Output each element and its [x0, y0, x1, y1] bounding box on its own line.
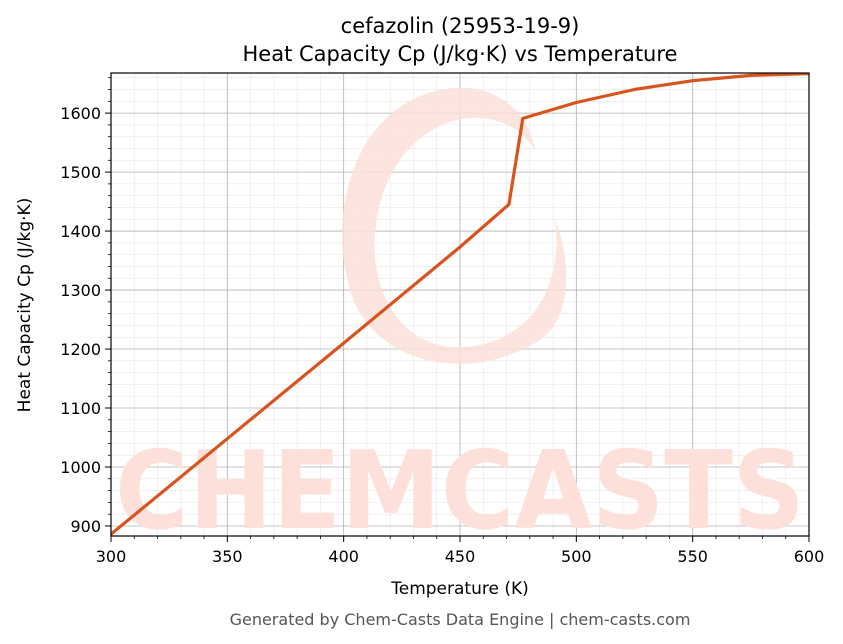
y-tick-label: 1600	[60, 104, 101, 123]
x-tick-label: 500	[561, 547, 592, 566]
x-tick-label: 350	[212, 547, 243, 566]
y-tick-label: 900	[70, 517, 101, 536]
x-tick-label: 300	[96, 547, 127, 566]
watermark-text: CHEMCASTS	[115, 429, 805, 554]
series-line	[111, 73, 809, 536]
y-tick-label: 1000	[60, 458, 101, 477]
x-axis-label: Temperature (K)	[390, 579, 529, 599]
x-tick-label: 550	[677, 547, 708, 566]
y-tick-label: 1100	[60, 399, 101, 418]
watermark-swirl	[342, 87, 567, 364]
chart-title: cefazolin (25953-19-9)	[341, 14, 580, 38]
x-tick-label: 400	[328, 547, 359, 566]
y-axis-label: Heat Capacity Cp (J/kg·K)	[15, 198, 35, 413]
x-tick-label: 450	[445, 547, 476, 566]
x-tick-label: 600	[794, 547, 825, 566]
series-layer	[111, 73, 809, 536]
y-tick-label: 1400	[60, 222, 101, 241]
y-axis-ticks: 900 1000 1100 1200 1300 1400 1500 1600	[60, 77, 111, 536]
y-tick-label: 1300	[60, 281, 101, 300]
y-tick-label: 1200	[60, 340, 101, 359]
chart-subtitle: Heat Capacity Cp (J/kg·K) vs Temperature	[243, 42, 678, 66]
footer-credit: Generated by Chem-Casts Data Engine | ch…	[230, 610, 691, 629]
watermark: CHEMCASTS	[115, 87, 805, 554]
y-tick-label: 1500	[60, 163, 101, 182]
x-axis-ticks: 300 350 400 450 500 550 600	[96, 536, 825, 566]
